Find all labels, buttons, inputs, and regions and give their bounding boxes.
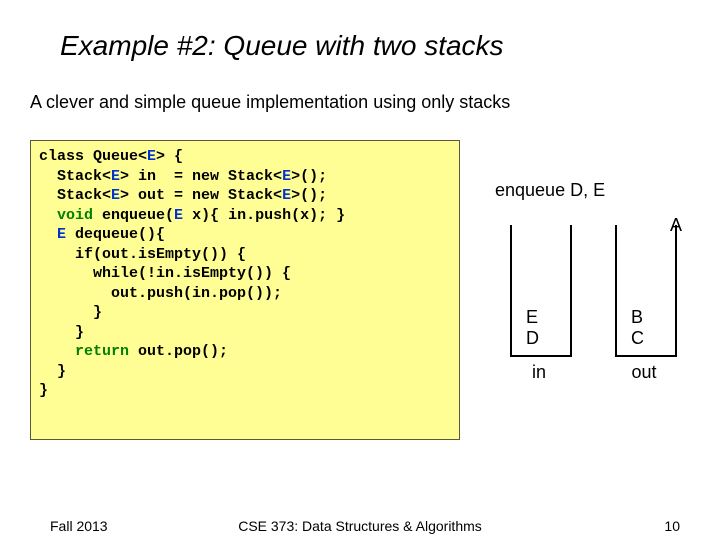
stack-in: E D [510, 225, 572, 357]
stack-in-label: in [510, 362, 568, 383]
code-line-10: } [39, 323, 451, 343]
code-line-11: return out.pop(); [39, 342, 451, 362]
code-line-12: } [39, 362, 451, 382]
stack-in-item-bottom: D [526, 328, 570, 350]
slide-title: Example #2: Queue with two stacks [60, 30, 504, 62]
code-line-6: if(out.isEmpty()) { [39, 245, 451, 265]
stack-in-items: E D [512, 307, 570, 350]
slide-subtitle: A clever and simple queue implementation… [30, 92, 510, 113]
footer-center: CSE 373: Data Structures & Algorithms [0, 518, 720, 534]
code-line-9: } [39, 303, 451, 323]
code-line-5: E dequeue(){ [39, 225, 451, 245]
slide: Example #2: Queue with two stacks A clev… [0, 0, 720, 540]
code-line-7: while(!in.isEmpty()) { [39, 264, 451, 284]
code-line-3: Stack<E> out = new Stack<E>(); [39, 186, 451, 206]
stack-out-item-bottom: C [631, 328, 675, 350]
stack-out-item-top: B [631, 307, 675, 329]
stack-out-items: B C [617, 307, 675, 350]
stack-out-label: out [615, 362, 673, 383]
stack-out: B C [615, 225, 677, 357]
footer-right: 10 [664, 518, 680, 534]
operation-label: enqueue D, E [495, 180, 605, 201]
code-line-13: } [39, 381, 451, 401]
code-line-2: Stack<E> in = new Stack<E>(); [39, 167, 451, 187]
code-box: class Queue<E> { Stack<E> in = new Stack… [30, 140, 460, 440]
stack-in-item-top: E [526, 307, 570, 329]
code-line-1: class Queue<E> { [39, 147, 451, 167]
code-line-8: out.push(in.pop()); [39, 284, 451, 304]
code-line-4: void enqueue(E x){ in.push(x); } [39, 206, 451, 226]
